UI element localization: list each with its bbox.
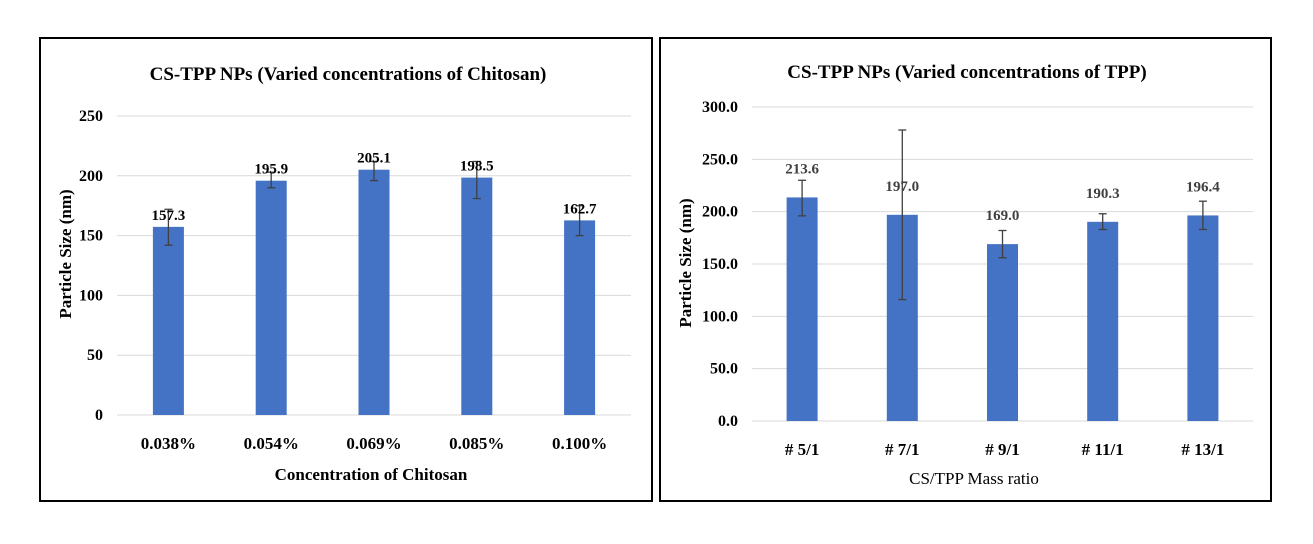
error-bar	[164, 208, 173, 246]
chart-panel-tpp: CS-TPP NPs (Varied concentrations of TPP…	[659, 37, 1272, 502]
data-label: 157.3	[152, 208, 186, 224]
data-label: 205.1	[357, 151, 391, 167]
x-axis-label: Concentration of Chitosan	[275, 465, 468, 484]
x-tick-label: 0.100%	[552, 434, 607, 453]
bar	[564, 220, 596, 415]
bar	[358, 169, 390, 415]
data-label: 198.5	[460, 159, 494, 175]
y-tick-label: 0.0	[718, 413, 738, 430]
error-bar	[575, 205, 584, 237]
bar	[1187, 215, 1219, 421]
bar	[987, 244, 1018, 421]
error-bar	[267, 171, 276, 189]
y-axis-label: Particle Size (nm)	[676, 198, 695, 327]
x-tick-label: # 5/1	[785, 440, 819, 459]
data-label: 196.4	[1186, 179, 1220, 195]
y-tick-label: 200.0	[702, 204, 738, 221]
chart-panel-chitosan: CS-TPP NPs (Varied concentrations of Chi…	[39, 37, 653, 502]
x-tick-label: # 11/1	[1082, 440, 1124, 459]
y-tick-label: 200	[79, 168, 103, 185]
data-label: 169.0	[986, 208, 1020, 224]
error-bar	[798, 179, 807, 217]
chart-title: CS-TPP NPs (Varied concentrations of Chi…	[150, 64, 547, 85]
x-tick-label: 0.085%	[449, 434, 504, 453]
data-label: 213.6	[785, 161, 819, 177]
x-tick-label: # 7/1	[885, 440, 919, 459]
x-tick-label: 0.038%	[141, 434, 196, 453]
y-tick-label: 100	[79, 287, 103, 304]
y-tick-label: 150.0	[702, 256, 738, 273]
data-label: 190.3	[1086, 186, 1120, 202]
y-tick-label: 0	[95, 407, 103, 424]
bar	[786, 197, 818, 421]
x-axis-label: CS/TPP Mass ratio	[909, 469, 1039, 488]
y-axis-label: Particle Size (nm)	[56, 189, 75, 318]
data-label: 162.7	[563, 201, 597, 217]
y-tick-label: 50	[87, 347, 103, 364]
y-tick-label: 250.0	[702, 151, 738, 168]
data-label: 197.0	[885, 179, 919, 195]
x-tick-label: 0.054%	[244, 434, 299, 453]
error-bar	[1198, 200, 1207, 231]
y-tick-label: 50.0	[710, 361, 738, 378]
error-bar	[998, 229, 1007, 259]
y-tick-label: 300.0	[702, 99, 738, 116]
y-tick-label: 150	[79, 228, 103, 245]
chart-title: CS-TPP NPs (Varied concentrations of TPP…	[787, 62, 1146, 83]
error-bar	[472, 160, 481, 200]
x-tick-label: # 9/1	[985, 440, 1019, 459]
error-bar	[370, 160, 378, 182]
y-tick-label: 100.0	[702, 308, 738, 325]
y-tick-label: 250	[79, 108, 103, 125]
chart-svg-tpp: CS-TPP NPs (Varied concentrations of TPP…	[676, 62, 1253, 488]
x-tick-label: # 13/1	[1181, 440, 1224, 459]
bar	[255, 180, 287, 415]
bar	[1087, 221, 1119, 421]
error-bar	[1098, 213, 1107, 231]
data-label: 195.9	[254, 162, 288, 178]
chart-svg-chitosan: CS-TPP NPs (Varied concentrations of Chi…	[56, 64, 631, 484]
x-tick-label: 0.069%	[346, 434, 401, 453]
bar	[461, 177, 493, 415]
bar	[152, 226, 184, 415]
error-bar	[898, 129, 907, 301]
